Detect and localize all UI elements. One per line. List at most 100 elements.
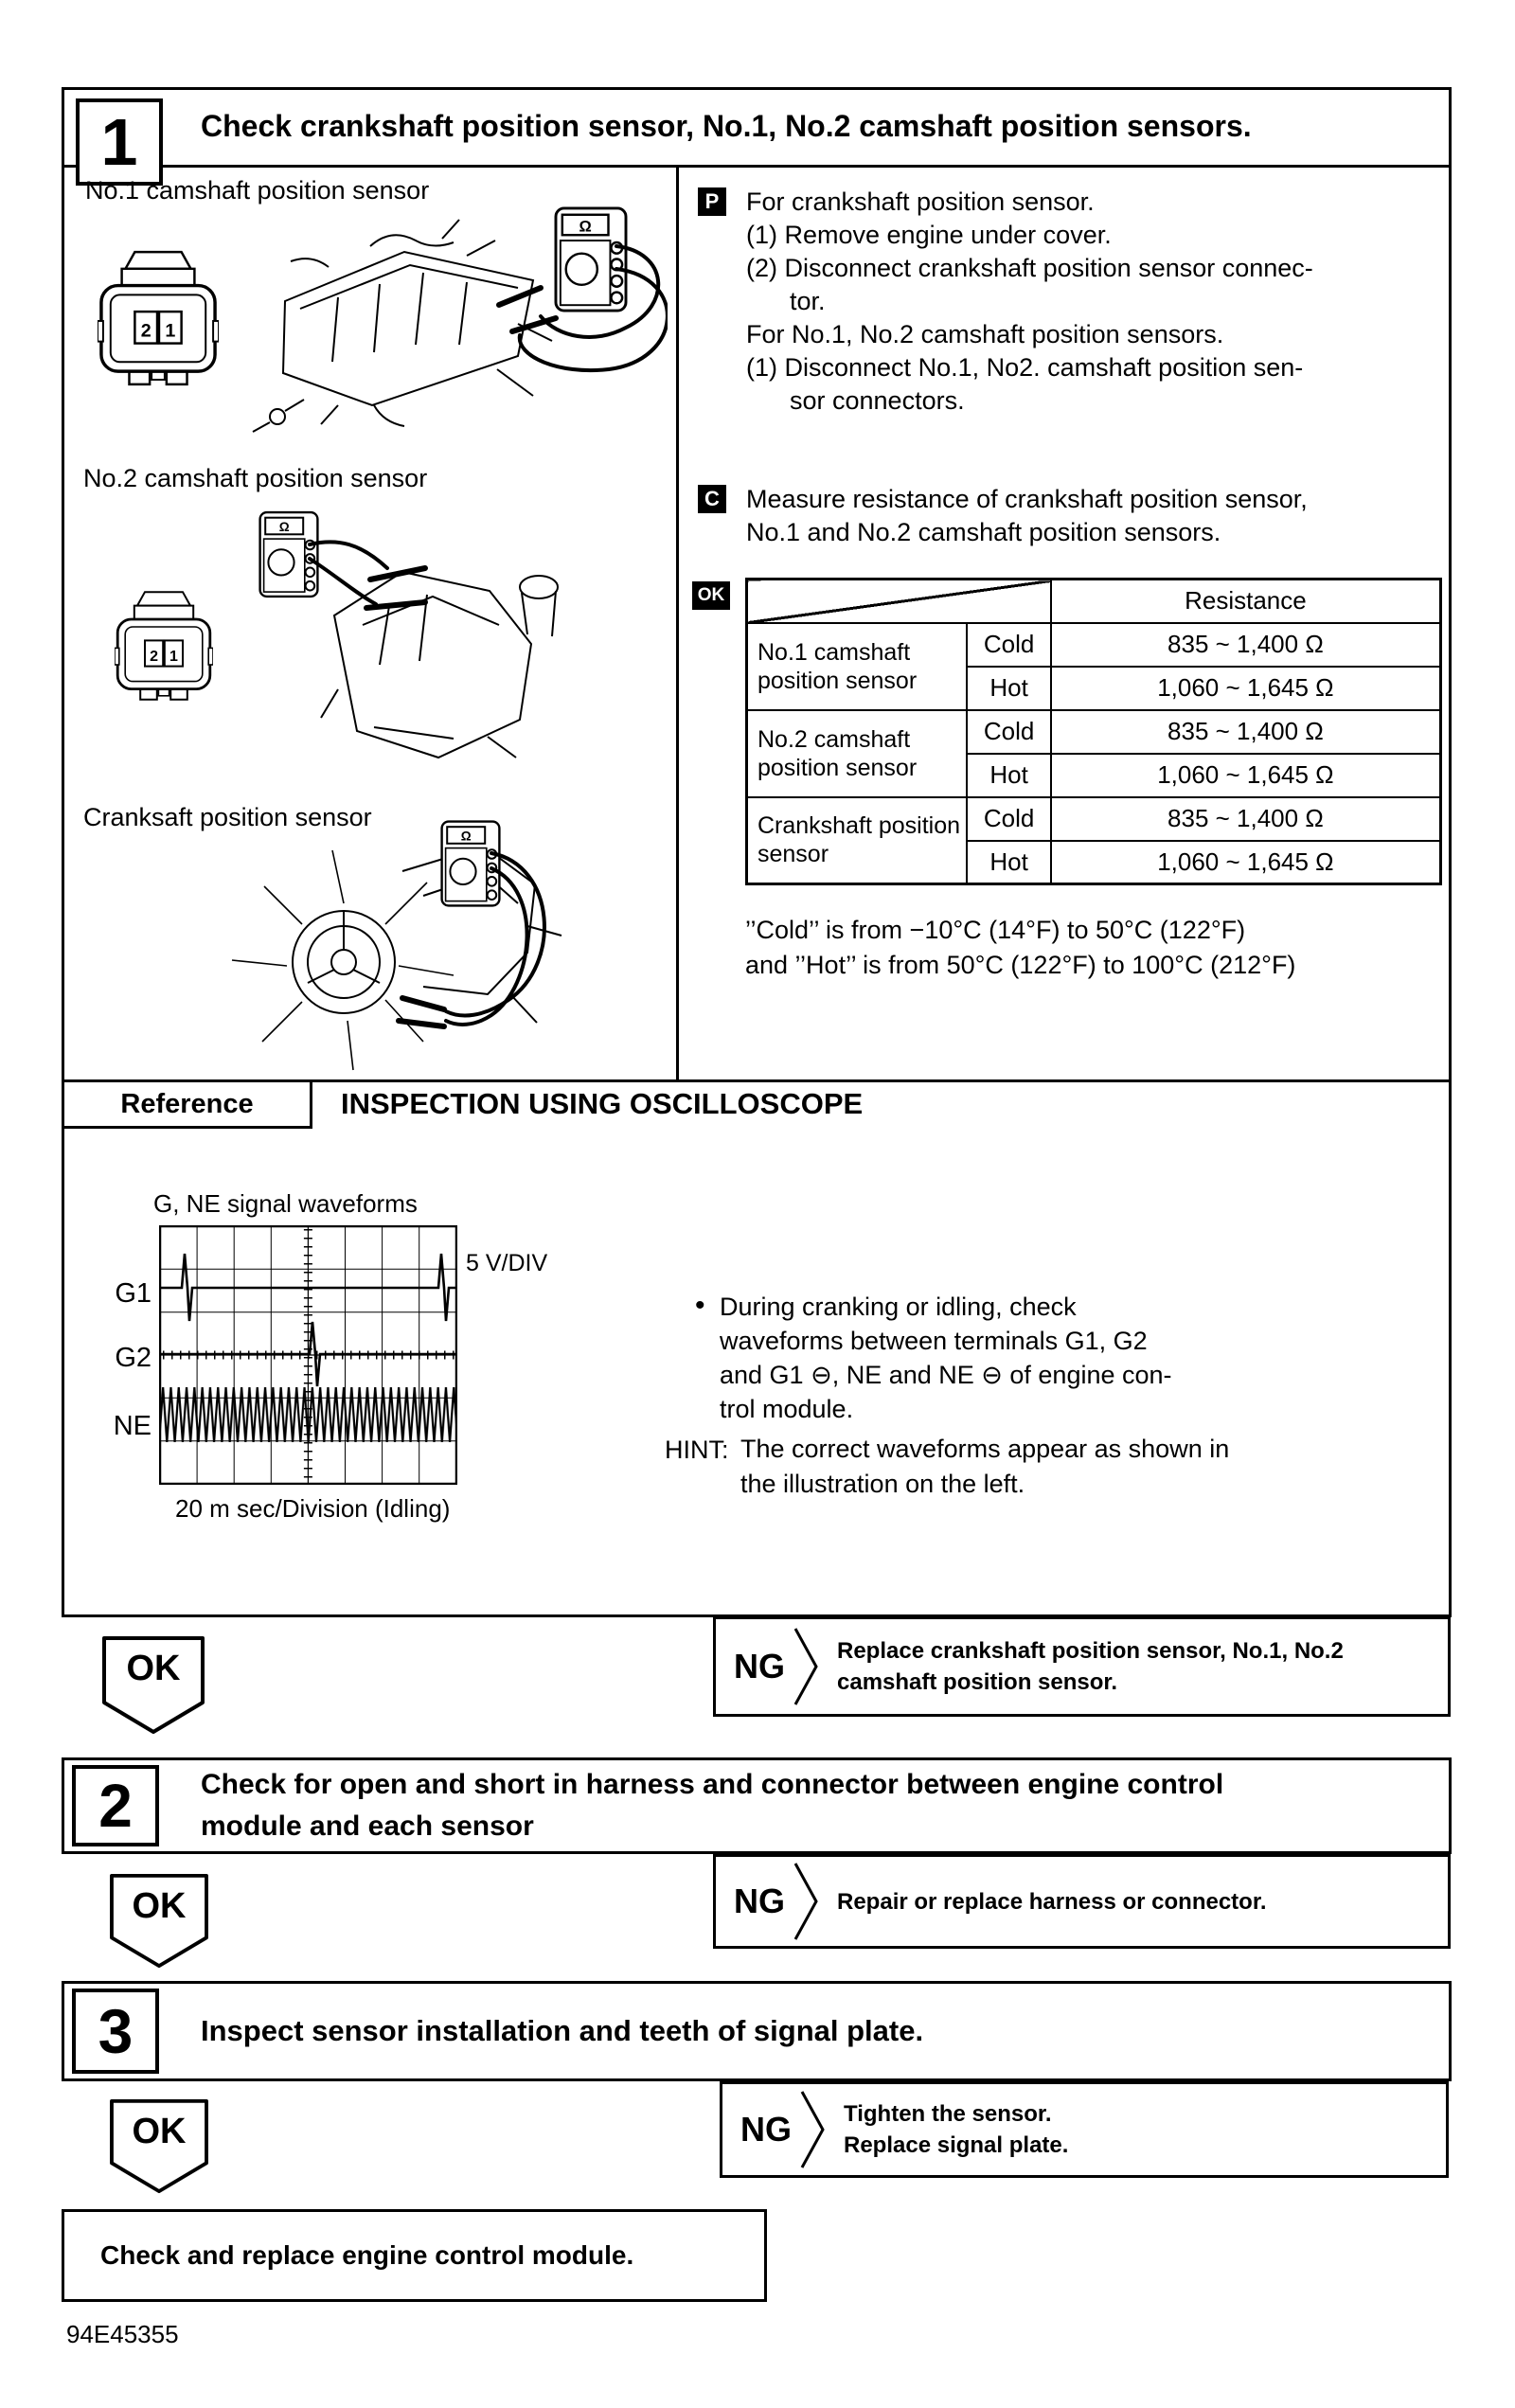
ng-label: NG bbox=[740, 2110, 792, 2149]
table-cell-sensor-name: Crankshaft position sensor bbox=[745, 795, 969, 885]
ok-arrow-2: OK bbox=[108, 1873, 210, 1970]
step2-number-box: 2 bbox=[72, 1765, 159, 1846]
label-no2-cam-sensor: No.2 camshaft position sensor bbox=[83, 464, 428, 492]
step2-panel bbox=[62, 1757, 1452, 1854]
ok-arrow-label: OK bbox=[132, 1886, 187, 1926]
text-line: module and each sensor bbox=[201, 1810, 534, 1842]
channel-label-g2: G2 bbox=[115, 1343, 152, 1373]
table-corner-cell bbox=[745, 578, 1052, 624]
step1-number-box: 1 bbox=[76, 98, 163, 186]
check-badge: C bbox=[698, 485, 726, 513]
g2-waveform bbox=[160, 1321, 456, 1387]
prepare-badge: P bbox=[698, 187, 726, 216]
text-line: Crankshaft position bbox=[758, 812, 961, 840]
step1-title-text: Check crankshaft position sensor, No.1, … bbox=[201, 108, 1252, 143]
table-cell-condition: Cold bbox=[966, 795, 1052, 842]
table-cell-condition: Hot bbox=[966, 665, 1052, 711]
text-line: (1) Disconnect No.1, No2. camshaft posit… bbox=[746, 353, 1304, 382]
ng-chevron-icon bbox=[793, 1863, 818, 1940]
ne-waveform bbox=[159, 1387, 457, 1442]
ok-arrow-1: OK bbox=[101, 1635, 205, 1736]
scope-figure-title: G, NE signal waveforms bbox=[153, 1189, 418, 1218]
text-line: No.1 and No.2 camshaft position sensors. bbox=[746, 518, 1221, 546]
temperature-note: ’’Cold’’ is from −10°C (14°F) to 50°C (1… bbox=[745, 913, 1295, 983]
text-line: Replace signal plate. bbox=[844, 2132, 1069, 2158]
text-line: Replace crankshaft position sensor, No.1… bbox=[837, 1638, 1344, 1664]
step1-number: 1 bbox=[100, 105, 138, 179]
text-line: Check for open and short in harness and … bbox=[201, 1769, 1224, 1800]
final-action-text: Check and replace engine control module. bbox=[100, 2240, 634, 2270]
text-line: (2) Disconnect crankshaft position senso… bbox=[746, 254, 1313, 282]
table-cell-sensor-name: No.1 camshaft position sensor bbox=[745, 621, 969, 711]
crank-sensor-illustration bbox=[231, 820, 562, 1071]
table-cell-value: 1,060 ~ 1,645 Ω bbox=[1049, 839, 1442, 885]
ok-arrow-label: OK bbox=[132, 2112, 187, 2151]
text-line: No.2 camshaft bbox=[758, 725, 911, 753]
table-cell-condition: Hot bbox=[966, 752, 1052, 798]
text-line: Repair or replace harness or connector. bbox=[837, 1888, 1267, 1915]
ok-badge: OK bbox=[692, 581, 730, 610]
text-line: Measure resistance of crankshaft positio… bbox=[746, 485, 1308, 513]
table-cell-value: 835 ~ 1,400 Ω bbox=[1049, 795, 1442, 842]
timebase-label: 20 m sec/Division (Idling) bbox=[175, 1494, 451, 1523]
multimeter-icon bbox=[554, 206, 628, 312]
step1-header-rule bbox=[62, 165, 1452, 168]
table-cell-value: 835 ~ 1,400 Ω bbox=[1049, 621, 1442, 668]
ng-box-2: NG Repair or replace harness or connecto… bbox=[713, 1854, 1451, 1949]
table-cell-condition: Cold bbox=[966, 621, 1052, 668]
reference-label: Reference bbox=[120, 1088, 254, 1119]
hint-text: The correct waveforms appear as shown in… bbox=[740, 1432, 1229, 1502]
ng-chevron-icon bbox=[800, 2091, 825, 2168]
text-line: position sensor bbox=[758, 754, 918, 781]
ng-chevron-icon bbox=[793, 1628, 818, 1705]
text-line: waveforms between terminals G1, G2 bbox=[720, 1327, 1148, 1355]
check-instructions: Measure resistance of crankshaft positio… bbox=[746, 483, 1308, 549]
table-header-resistance: Resistance bbox=[1049, 578, 1442, 624]
multimeter-icon bbox=[258, 510, 319, 598]
table-cell-value: 835 ~ 1,400 Ω bbox=[1049, 708, 1442, 755]
step2-title: Check for open and short in harness and … bbox=[201, 1757, 1223, 1854]
ng-action-text: Replace crankshaft position sensor, No.1… bbox=[837, 1635, 1344, 1698]
text-line: trol module. bbox=[720, 1395, 854, 1423]
table-cell-condition: Hot bbox=[966, 839, 1052, 885]
final-action-box: Check and replace engine control module. bbox=[62, 2209, 767, 2302]
resistance-table: Resistance No.1 camshaft position sensor… bbox=[745, 578, 1442, 885]
channel-label-ne: NE bbox=[113, 1411, 152, 1441]
text-line: the illustration on the left. bbox=[740, 1470, 1025, 1498]
ok-arrow-label: OK bbox=[126, 1649, 181, 1688]
reference-label-box: Reference bbox=[62, 1079, 312, 1129]
reference-bullet-text: During cranking or idling, check wavefor… bbox=[720, 1290, 1172, 1426]
text-line: During cranking or idling, check bbox=[720, 1293, 1077, 1321]
ng-box-1: NG Replace crankshaft position sensor, N… bbox=[713, 1616, 1451, 1717]
text-line: sensor bbox=[758, 841, 829, 868]
text-line: camshaft position sensor. bbox=[837, 1669, 1118, 1695]
step3-panel bbox=[62, 1981, 1452, 2081]
label-no1-cam-sensor: No.1 camshaft position sensor bbox=[85, 176, 430, 205]
text-line: position sensor bbox=[758, 667, 918, 694]
reference-top-rule bbox=[62, 1079, 1452, 1082]
text-line: Tighten the sensor. bbox=[844, 2101, 1052, 2127]
table-cell-condition: Cold bbox=[966, 708, 1052, 755]
no2-cam-sensor-illustration bbox=[115, 510, 559, 759]
document-code: 94E45355 bbox=[66, 2320, 179, 2348]
hint-label: HINT: bbox=[665, 1436, 729, 1464]
text-line: and G1 ⊖, NE and NE ⊖ of engine con- bbox=[720, 1361, 1172, 1389]
step3-title-text: Inspect sensor installation and teeth of… bbox=[201, 2014, 924, 2047]
label-crank-sensor: Cranksaft position sensor bbox=[83, 803, 372, 831]
ng-action-text: Tighten the sensor. Replace signal plate… bbox=[844, 2098, 1068, 2161]
ng-label: NG bbox=[734, 1882, 785, 1920]
step3-number: 3 bbox=[98, 1996, 134, 2066]
table-cell-sensor-name: No.2 camshaft position sensor bbox=[745, 708, 969, 798]
step2-number: 2 bbox=[98, 1772, 133, 1840]
oscilloscope-grid bbox=[159, 1225, 457, 1485]
text-line: The correct waveforms appear as shown in bbox=[740, 1435, 1230, 1463]
ng-box-3: NG Tighten the sensor. Replace signal pl… bbox=[720, 2081, 1449, 2178]
ng-action-text: Repair or replace harness or connector. bbox=[837, 1886, 1267, 1917]
prepare-instructions: For crankshaft position sensor. (1) Remo… bbox=[746, 186, 1313, 418]
text-line: sor connectors. bbox=[790, 386, 965, 415]
text-line: ’’Cold’’ is from −10°C (14°F) to 50°C (1… bbox=[745, 916, 1246, 944]
ok-arrow-3: OK bbox=[108, 2098, 210, 2195]
step3-number-box: 3 bbox=[72, 1989, 159, 2074]
connector-face-icon bbox=[115, 590, 213, 702]
